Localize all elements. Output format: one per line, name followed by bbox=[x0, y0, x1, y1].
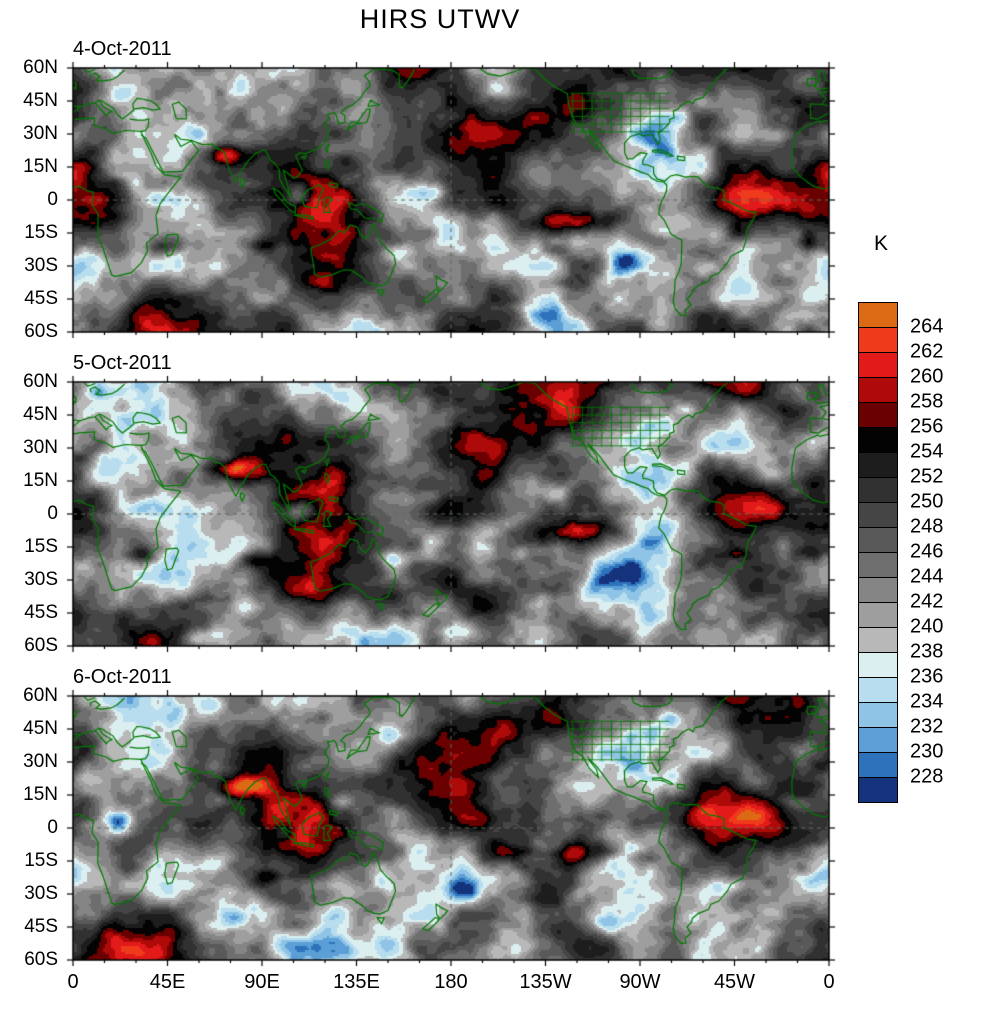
x-tick-label: 180 bbox=[434, 971, 468, 993]
y-tick-label: 45S bbox=[24, 602, 58, 623]
y-tick-label: 30N bbox=[23, 437, 58, 458]
colorbar-tick-label: 262 bbox=[910, 340, 944, 363]
colorbar-box bbox=[858, 302, 898, 328]
y-tick-label: 45S bbox=[24, 288, 58, 309]
x-tick-label: 90W bbox=[619, 971, 661, 993]
map-panel-3: 6-Oct-2011 60N 45N 30N 15N 0 15S 30S 45S 60S bbox=[0, 665, 982, 970]
y-tick-label: 45N bbox=[23, 404, 58, 425]
map-canvas-panel-1 bbox=[64, 61, 838, 339]
colorbar-tick-label: 228 bbox=[910, 765, 944, 788]
colorbar-tick-label: 260 bbox=[910, 365, 944, 388]
y-tick-label: 0 bbox=[47, 189, 58, 210]
colorbar-tick-label: 246 bbox=[910, 540, 944, 563]
colorbar-tick-label: 258 bbox=[910, 390, 944, 413]
panel-body: 60N 45N 30N 15N 0 15S 30S 45S 60S bbox=[0, 685, 982, 970]
x-tick-label: 135W bbox=[519, 971, 572, 993]
colorbar-box bbox=[858, 477, 898, 503]
y-axis-labels: 60N 45N 30N 15N 0 15S 30S 45S 60S bbox=[0, 371, 64, 656]
y-tick-label: 60N bbox=[23, 685, 58, 706]
colorbar-tick-label: 256 bbox=[910, 415, 944, 438]
y-tick-label: 0 bbox=[47, 817, 58, 838]
colorbar-tick-label: 252 bbox=[910, 465, 944, 488]
colorbar-tick-label: 232 bbox=[910, 715, 944, 738]
colorbar-tick-label: 234 bbox=[910, 690, 944, 713]
colorbar-box bbox=[858, 677, 898, 703]
colorbar: K 264 262 260 258 256 254 252 250 248 246 244 242 24… bbox=[858, 232, 982, 803]
colorbar-tick-label: 244 bbox=[910, 565, 944, 588]
x-tick-label: 135E bbox=[333, 971, 380, 993]
colorbar-tick-label: 242 bbox=[910, 590, 944, 613]
colorbar-box bbox=[858, 552, 898, 578]
y-tick-label: 30N bbox=[23, 751, 58, 772]
colorbar-tick-label: 238 bbox=[910, 640, 944, 663]
colorbar-box bbox=[858, 427, 898, 453]
colorbar-tick-label: 236 bbox=[910, 665, 944, 688]
y-tick-label: 15S bbox=[24, 536, 58, 557]
colorbar-tick-label: 264 bbox=[910, 315, 944, 338]
x-tick-label: 0 bbox=[823, 971, 835, 993]
panel-date-label: 5-Oct-2011 bbox=[73, 352, 172, 374]
y-tick-label: 60N bbox=[23, 57, 58, 78]
colorbar-tick-label: 230 bbox=[910, 740, 944, 763]
x-tick-label: 45W bbox=[713, 971, 756, 993]
x-axis-labels: 0 45E 90E 135E 180 135W 90W 45W 0 bbox=[64, 967, 982, 997]
colorbar-box bbox=[858, 352, 898, 378]
colorbar-scale: 264 262 260 258 256 254 252 250 248 246 244 242 240 2… bbox=[858, 302, 982, 803]
y-tick-label: 60S bbox=[24, 635, 58, 656]
figure-title: HIRS UTWV bbox=[359, 4, 521, 34]
y-tick-label: 15N bbox=[23, 470, 58, 491]
colorbar-box bbox=[858, 727, 898, 753]
colorbar-tick-label: 240 bbox=[910, 615, 944, 638]
colorbar-box bbox=[858, 652, 898, 678]
x-tick-label: 90E bbox=[244, 971, 280, 993]
y-tick-label: 30S bbox=[24, 255, 58, 276]
map-canvas-panel-2 bbox=[64, 375, 838, 653]
colorbar-box bbox=[858, 627, 898, 653]
map-panel-1: 4-Oct-2011 60N 45N 30N 15N 0 15S 30S 45S 60S bbox=[0, 37, 982, 342]
colorbar-box bbox=[858, 327, 898, 353]
y-tick-label: 60S bbox=[24, 321, 58, 342]
map-panel-2: 5-Oct-2011 60N 45N 30N 15N 0 15S 30S 45S 60S bbox=[0, 351, 982, 656]
colorbar-box bbox=[858, 502, 898, 528]
panel-body: 60N 45N 30N 15N 0 15S 30S 45S 60S bbox=[0, 371, 982, 656]
y-tick-label: 45S bbox=[24, 916, 58, 937]
map-canvas-panel-3 bbox=[64, 689, 838, 967]
colorbar-tick-label: 250 bbox=[910, 490, 944, 513]
y-tick-label: 15N bbox=[23, 156, 58, 177]
y-tick-label: 15S bbox=[24, 850, 58, 871]
colorbar-unit-label: K bbox=[873, 232, 888, 255]
colorbar-box bbox=[858, 527, 898, 553]
colorbar-box bbox=[858, 602, 898, 628]
y-tick-label: 30S bbox=[24, 883, 58, 904]
y-tick-label: 30S bbox=[24, 569, 58, 590]
y-tick-label: 30N bbox=[23, 123, 58, 144]
panel-date-label: 4-Oct-2011 bbox=[73, 38, 172, 60]
colorbar-box bbox=[858, 777, 898, 803]
colorbar-box bbox=[858, 702, 898, 728]
y-tick-label: 60N bbox=[23, 371, 58, 392]
colorbar-box bbox=[858, 402, 898, 428]
y-tick-label: 15N bbox=[23, 784, 58, 805]
y-tick-label: 45N bbox=[23, 718, 58, 739]
colorbar-box bbox=[858, 452, 898, 478]
colorbar-box bbox=[858, 577, 898, 603]
panel-date-label: 6-Oct-2011 bbox=[73, 666, 172, 688]
y-tick-label: 60S bbox=[24, 949, 58, 970]
colorbar-box bbox=[858, 377, 898, 403]
y-tick-label: 0 bbox=[47, 503, 58, 524]
x-tick-label: 45E bbox=[149, 971, 186, 993]
y-axis-labels: 60N 45N 30N 15N 0 15S 30S 45S 60S bbox=[0, 57, 64, 342]
x-tick-label: 0 bbox=[67, 971, 79, 993]
colorbar-tick-label: 254 bbox=[910, 440, 944, 463]
y-tick-label: 15S bbox=[24, 222, 58, 243]
panel-body: 60N 45N 30N 15N 0 15S 30S 45S 60S bbox=[0, 57, 982, 342]
y-axis-labels: 60N 45N 30N 15N 0 15S 30S 45S 60S bbox=[0, 685, 64, 970]
colorbar-box bbox=[858, 752, 898, 778]
y-tick-label: 45N bbox=[23, 90, 58, 111]
colorbar-tick-label: 248 bbox=[910, 515, 944, 538]
